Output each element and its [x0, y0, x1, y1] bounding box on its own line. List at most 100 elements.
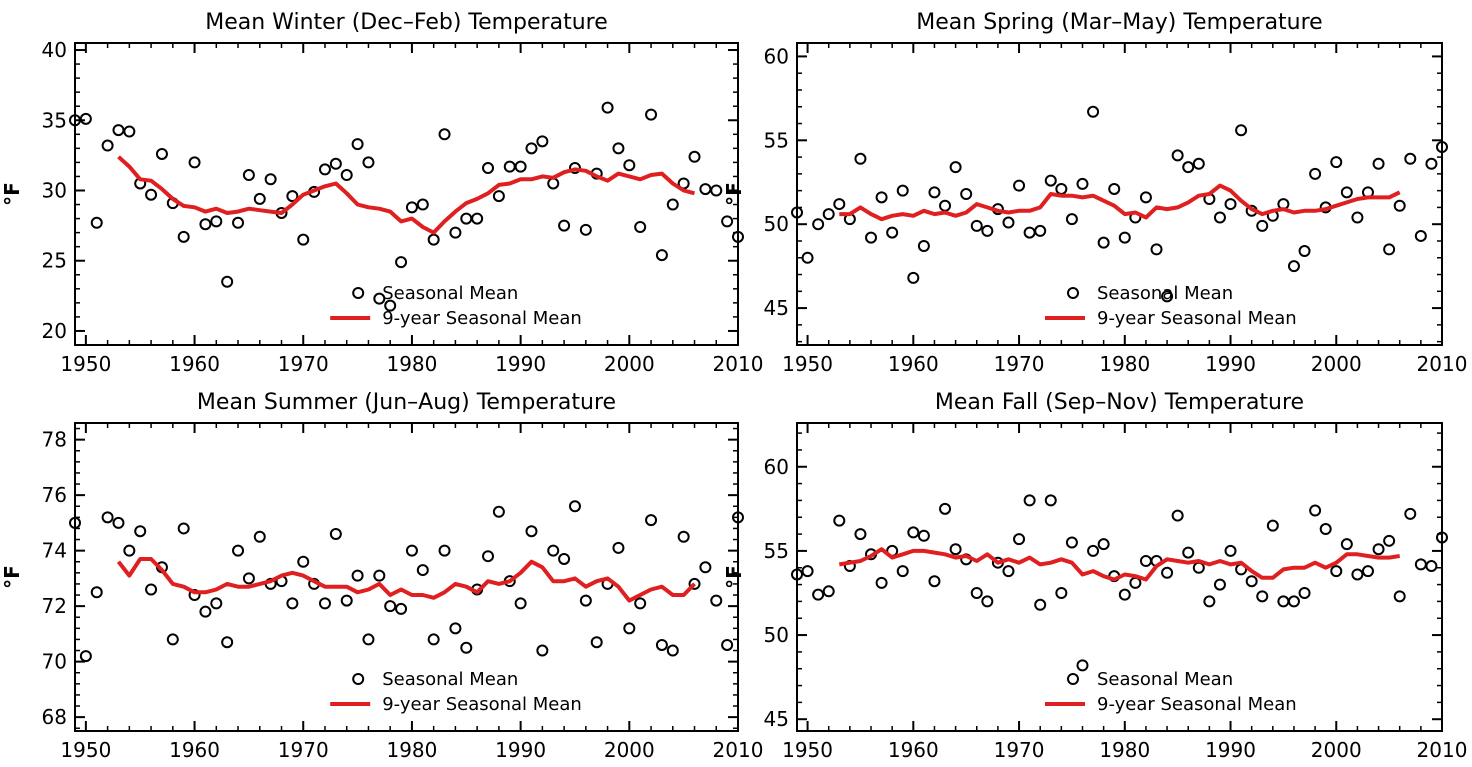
plot-frame [74, 422, 739, 732]
seasonal-mean-point [264, 173, 277, 186]
seasonal-mean-point [405, 201, 418, 214]
seasonal-mean-point [416, 198, 429, 211]
x-tick-label: 1990 [495, 738, 546, 762]
seasonal-mean-point [1002, 216, 1015, 229]
seasonal-mean-point [351, 569, 364, 582]
seasonal-mean-point [928, 575, 941, 588]
seasonal-mean-point [970, 219, 983, 232]
seasonal-mean-point [1023, 226, 1036, 239]
seasonal-mean-point [981, 595, 994, 608]
seasonal-mean-point [1129, 576, 1142, 589]
seasonal-mean-point [875, 576, 888, 589]
seasonal-mean-point [145, 188, 158, 201]
seasonal-mean-series [69, 500, 744, 663]
x-tick-label: 1990 [1205, 738, 1256, 762]
seasonal-mean-point [1192, 561, 1205, 574]
seasonal-mean-point [297, 233, 310, 246]
seasonal-mean-point [907, 271, 920, 284]
seasonal-mean-point [568, 500, 581, 513]
seasonal-mean-point [547, 544, 560, 557]
x-tick-label: 1950 [60, 352, 111, 376]
seasonal-mean-point [801, 565, 814, 578]
seasonal-mean-point [1256, 590, 1269, 603]
seasonal-mean-point [655, 638, 668, 651]
seasonal-mean-point [865, 231, 878, 244]
y-tick-label: 50 [764, 623, 789, 647]
seasonal-mean-point [1414, 558, 1427, 571]
nine-year-mean-line [116, 557, 696, 603]
seasonal-mean-point [1383, 243, 1396, 256]
seasonal-mean-point [1023, 494, 1036, 507]
y-tick-label: 72 [42, 594, 67, 618]
y-tick-label: 45 [764, 296, 789, 320]
seasonal-mean-point [329, 157, 342, 170]
legend-label-nine-year-mean: 9-year Seasonal Mean [1097, 694, 1297, 715]
seasonal-mean-point [69, 114, 81, 127]
seasonal-mean-point [1055, 586, 1068, 599]
seasonal-mean-point [492, 505, 505, 518]
legend-label-nine-year-mean: 9-year Seasonal Mean [382, 694, 582, 715]
seasonal-mean-point [1425, 560, 1438, 573]
x-tick-label: 1970 [994, 352, 1045, 376]
seasonal-mean-point [981, 224, 994, 237]
x-tick-label: 1990 [495, 352, 546, 376]
legend: Seasonal Mean 9-year Seasonal Mean [1045, 669, 1297, 715]
y-tick-label: 25 [42, 249, 67, 273]
seasonal-mean-point [79, 650, 92, 663]
seasonal-mean-point [90, 216, 103, 229]
seasonal-mean-point [395, 602, 408, 615]
seasonal-mean-point [854, 528, 867, 541]
legend-circle-marker [1067, 673, 1079, 685]
x-tick-label: 1970 [994, 738, 1045, 762]
seasonal-mean-point [1118, 231, 1131, 244]
plot-frame [74, 42, 739, 346]
seasonal-mean-point [1171, 149, 1184, 162]
plot-frame [796, 42, 1443, 346]
seasonal-mean-point [601, 101, 614, 114]
seasonal-mean-point [558, 552, 571, 565]
y-tick-label: 78 [42, 428, 67, 452]
seasonal-mean-point [732, 511, 744, 524]
seasonal-mean-point [1097, 236, 1110, 249]
seasonal-mean-point [1224, 544, 1237, 557]
seasonal-mean-point [318, 163, 331, 176]
seasonal-mean-point [210, 597, 223, 610]
y-tick-label: 70 [42, 650, 67, 674]
seasonal-mean-point [677, 530, 690, 543]
y-tick-label: 50 [764, 212, 789, 236]
seasonal-mean-point [1076, 177, 1089, 190]
y-tick-label: 20 [42, 319, 67, 343]
seasonal-mean-point [917, 240, 930, 253]
seasonal-mean-point [123, 125, 136, 138]
panel-title: Mean Winter (Dec–Feb) Temperature [205, 10, 608, 35]
seasonal-mean-point [101, 139, 114, 152]
seasonal-mean-point [177, 230, 190, 243]
x-tick-label: 1960 [888, 352, 939, 376]
legend-label-seasonal-mean: Seasonal Mean [382, 283, 518, 304]
seasonal-mean-point [854, 152, 867, 165]
y-tick-label: 40 [42, 38, 67, 62]
seasonal-mean-series [69, 101, 744, 312]
y-axis-label: °F [0, 565, 24, 589]
seasonal-mean-point [166, 633, 179, 646]
y-tick-label: 60 [764, 455, 789, 479]
seasonal-mean-point [896, 184, 909, 197]
legend-label-seasonal-mean: Seasonal Mean [382, 669, 518, 690]
seasonal-mean-point [1351, 211, 1364, 224]
seasonal-mean-point [710, 184, 723, 197]
seasonal-mean-point [536, 135, 549, 148]
seasonal-mean-point [1287, 260, 1300, 273]
seasonal-mean-point [1171, 509, 1184, 522]
plot-frame [796, 422, 1443, 732]
x-tick-label: 2010 [713, 738, 764, 762]
panel-summer: Mean Summer (Jun–Aug) Temperature °F 1950 1… [0, 390, 763, 762]
y-tick-label: 60 [764, 44, 789, 68]
seasonal-mean-point [1383, 534, 1396, 547]
seasonal-mean-point [666, 198, 679, 211]
seasonal-mean-point [1404, 152, 1417, 165]
seasonal-mean-point [373, 569, 386, 582]
seasonal-mean-point [492, 190, 505, 203]
legend-label-nine-year-mean: 9-year Seasonal Mean [1097, 308, 1297, 329]
seasonal-mean-point [221, 636, 234, 649]
